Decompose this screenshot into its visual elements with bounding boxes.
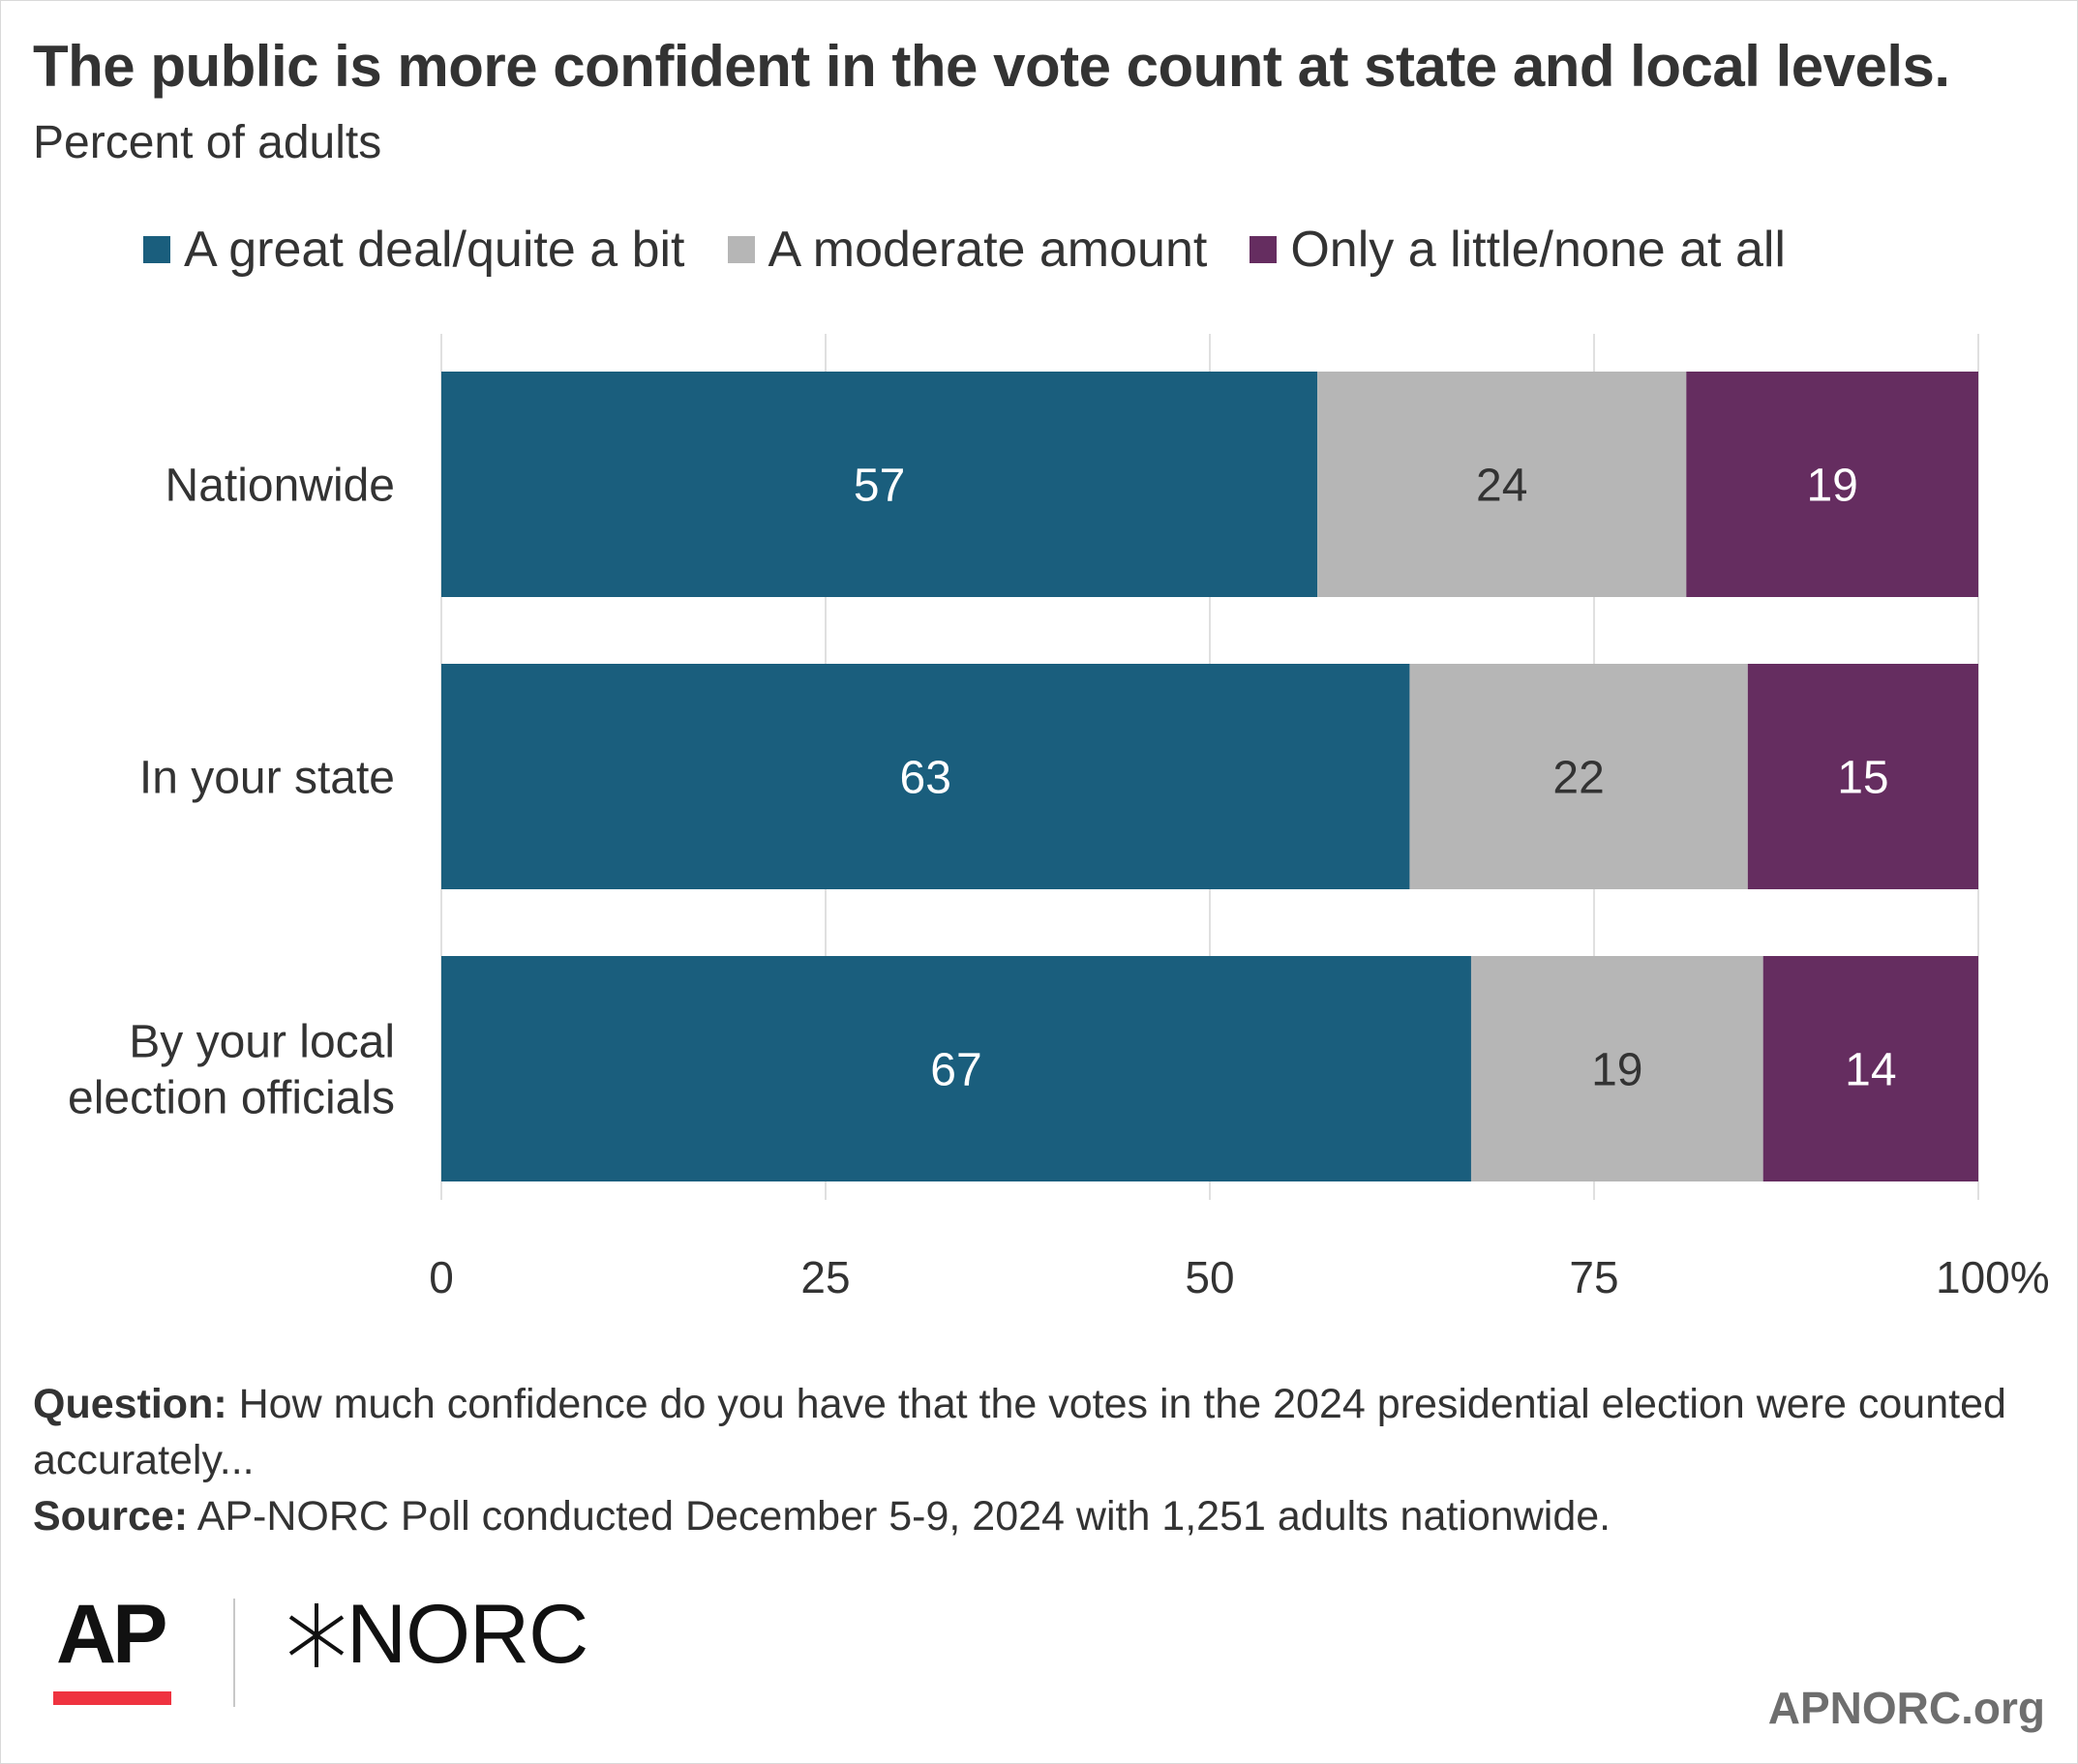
- legend-label-moderate: A moderate amount: [768, 222, 1208, 278]
- data-label-1-0: 63: [900, 753, 951, 804]
- data-label-2-1: 19: [1591, 1045, 1642, 1096]
- data-label-2-2: 14: [1845, 1045, 1896, 1096]
- site-url: APNORC.org: [1767, 1683, 2045, 1733]
- logo-divider: [233, 1599, 235, 1707]
- data-label-2-0: 67: [930, 1045, 981, 1096]
- legend-item-moderate: A moderate amount: [727, 221, 1208, 279]
- x-tick-label-100: 100%: [1936, 1252, 2050, 1302]
- norc-star-icon: [288, 1602, 345, 1667]
- data-label-0-1: 24: [1476, 461, 1527, 512]
- source-text: AP-NORC Poll conducted December 5-9, 202…: [196, 1493, 1611, 1540]
- data-label-1-2: 15: [1837, 753, 1888, 804]
- chart-title: The public is more confident in the vote…: [33, 34, 1950, 99]
- data-label-1-1: 22: [1552, 753, 1604, 804]
- bar-0-0: [441, 372, 1318, 597]
- x-tick-label-50: 50: [1185, 1252, 1234, 1302]
- category-label-0: Nationwide: [166, 461, 395, 512]
- question-label: Question:: [33, 1381, 227, 1427]
- bar-2-1: [1470, 956, 1763, 1181]
- legend-item-little-none: Only a little/none at all: [1250, 221, 1786, 279]
- stacked-bar-chart: 57 24 19 Nationwide 63 22 15 In your state 67 19 1…: [68, 334, 2050, 1302]
- bar-1-2: [1747, 664, 1978, 889]
- legend-swatch-great-deal: [143, 236, 170, 263]
- bar-0-1: [1317, 372, 1687, 597]
- ap-logo: AP: [56, 1588, 167, 1681]
- bar-2-0: [441, 956, 1471, 1181]
- data-label-0-0: 57: [854, 461, 905, 512]
- bar-2-2: [1762, 956, 1978, 1181]
- chart-subtitle: Percent of adults: [33, 117, 382, 168]
- bar-0-2: [1686, 372, 1978, 597]
- bar-1-1: [1409, 664, 1748, 889]
- ap-logo-underline: [53, 1691, 171, 1705]
- question-text: How much confidence do you have that the…: [33, 1381, 2006, 1483]
- x-tick-label-0: 0: [429, 1252, 454, 1302]
- category-label-2: By your local election officials: [68, 1017, 395, 1124]
- chart-legend: A great deal/quite a bit A moderate amou…: [143, 221, 1786, 279]
- legend-swatch-little-none: [1250, 236, 1278, 263]
- legend-label-little-none: Only a little/none at all: [1290, 222, 1786, 278]
- source-label: Source:: [33, 1493, 189, 1540]
- footer-source: Source: AP-NORC Poll conducted December …: [33, 1488, 1611, 1544]
- legend-item-great-deal: A great deal/quite a bit: [143, 221, 685, 279]
- norc-logo: NORC: [286, 1587, 588, 1683]
- x-tick-label-75: 75: [1569, 1252, 1618, 1302]
- legend-label-great-deal: A great deal/quite a bit: [184, 222, 685, 278]
- footer-question: Question: How much confidence do you hav…: [33, 1376, 2027, 1488]
- x-tick-label-25: 25: [800, 1252, 850, 1302]
- data-label-0-2: 19: [1806, 461, 1857, 512]
- norc-wordmark: NORC: [346, 1588, 588, 1681]
- bar-1-0: [441, 664, 1410, 889]
- category-label-1: In your state: [139, 753, 395, 804]
- legend-swatch-moderate: [727, 236, 755, 263]
